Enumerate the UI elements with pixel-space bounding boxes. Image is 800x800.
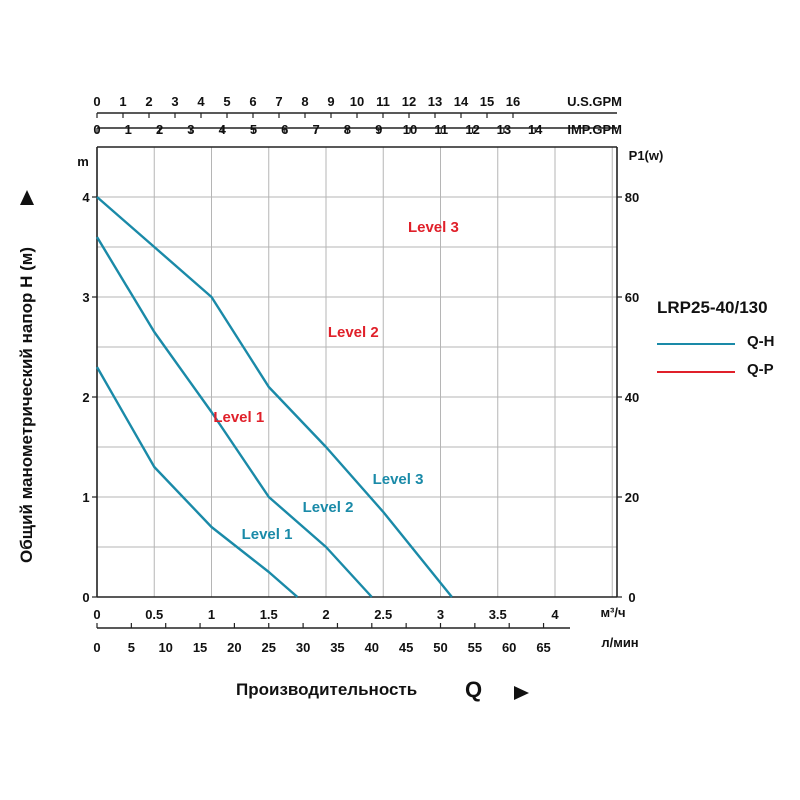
- x-lmin-tick-label: 50: [433, 640, 447, 655]
- us-gpm-tick-label: 12: [402, 94, 416, 109]
- imp-gpm-tick-label: 12: [465, 122, 479, 137]
- y-left-tick-label: 1: [82, 490, 89, 505]
- x-m3h-tick-label: 1.5: [260, 607, 278, 622]
- y-axis-title: Общий манометрический напор Н (м): [17, 247, 36, 563]
- x-m3h-tick-label: 0: [93, 607, 100, 622]
- x-m3h-tick-label: 3: [437, 607, 444, 622]
- model-name: LRP25-40/130: [657, 298, 768, 317]
- x-m3h-tick-label: 2: [322, 607, 329, 622]
- y-right-tick-label: 60: [625, 290, 639, 305]
- imp-gpm-tick-label: 1: [125, 122, 132, 137]
- imp-gpm-tick-label: 3: [187, 122, 194, 137]
- x-axis-title: Производительность: [236, 680, 418, 699]
- imp-gpm-tick-label: 11: [434, 122, 448, 137]
- imp-gpm-tick-label: 6: [281, 122, 288, 137]
- x-lmin-tick-label: 55: [468, 640, 482, 655]
- y-left-unit-label: m: [77, 154, 89, 169]
- legend-item-q-p: Q-P: [657, 361, 777, 381]
- legend-label-q-h: Q-H: [747, 333, 775, 350]
- grid-lines: [97, 146, 617, 597]
- us-gpm-tick-label: 16: [506, 94, 520, 109]
- y-left-tick-label: 4: [82, 190, 90, 205]
- imp-gpm-tick-label: 9: [375, 122, 382, 137]
- imp-gpm-unit-label: IMP.GPM: [567, 122, 622, 137]
- x-lmin-tick-label: 65: [536, 640, 550, 655]
- us-gpm-tick-label: 11: [376, 94, 390, 109]
- x-m3h-tick-label: 3.5: [489, 607, 507, 622]
- x-lmin-tick-label: 20: [227, 640, 241, 655]
- x-lmin-tick-label: 5: [128, 640, 135, 655]
- legend-swatch-q-h: [657, 343, 735, 345]
- x-lmin-tick-label: 30: [296, 640, 310, 655]
- us-gpm-tick-label: 9: [327, 94, 334, 109]
- qh-label-3: Level 3: [373, 471, 424, 488]
- x-lmin-tick-label: 45: [399, 640, 413, 655]
- us-gpm-tick-label: 10: [350, 94, 364, 109]
- qh-curve-1: [95, 366, 299, 598]
- imp-gpm-tick-label: 14: [528, 122, 543, 137]
- legend-label-q-p: Q-P: [747, 361, 774, 378]
- x-lmin-tick-label: 0: [93, 640, 100, 655]
- y-right-tick-label: 0: [628, 590, 635, 605]
- imp-gpm-tick-label: 7: [312, 122, 319, 137]
- us-gpm-tick-label: 4: [197, 94, 205, 109]
- us-gpm-tick-label: 14: [454, 94, 469, 109]
- x-lmin-tick-label: 35: [330, 640, 344, 655]
- curve-labels: Level 1 Level 2 Level 3 Level 1 Level 2 Level…: [213, 219, 459, 543]
- imp-gpm-tick-label: 4: [219, 122, 227, 137]
- imp-gpm-tick-label: 13: [497, 122, 511, 137]
- x-lmin-tick-label: 25: [262, 640, 276, 655]
- x-axis-symbol: Q: [465, 677, 483, 702]
- qp-label-1: Level 1: [213, 409, 264, 426]
- us-gpm-tick-label: 8: [301, 94, 308, 109]
- us-gpm-tick-label: 6: [249, 94, 256, 109]
- us-gpm-tick-label: 0: [93, 94, 100, 109]
- legend-swatch-q-p: [657, 371, 735, 373]
- x-lmin-tick-label: 15: [193, 640, 207, 655]
- x-m3h-tick-label: 1: [208, 607, 215, 622]
- y-right-tick-label: 20: [625, 490, 639, 505]
- imp-gpm-tick-label: 0: [93, 122, 100, 137]
- qp-label-3: Level 3: [408, 219, 459, 236]
- arrow-right-icon: [514, 686, 529, 700]
- series-curves: [95, 196, 453, 598]
- qp-label-2: Level 2: [328, 324, 379, 341]
- x-lmin-unit-label: л/мин: [601, 635, 638, 650]
- qh-curve-3: [96, 196, 453, 598]
- us-gpm-tick-label: 7: [275, 94, 282, 109]
- imp-gpm-tick-label: 5: [250, 122, 257, 137]
- qh-curve-2: [95, 236, 373, 598]
- x-m3h-tick-label: 4: [551, 607, 559, 622]
- y-left-tick-label: 3: [82, 290, 89, 305]
- imp-gpm-tick-label: 8: [344, 122, 351, 137]
- us-gpm-tick-label: 3: [171, 94, 178, 109]
- x-m3h-tick-label: 0.5: [145, 607, 163, 622]
- legend-item-q-h: Q-H: [657, 333, 777, 353]
- imp-gpm-tick-label: 2: [156, 122, 163, 137]
- x-m3h-unit-label: м³/ч: [600, 605, 625, 620]
- us-gpm-tick-label: 1: [119, 94, 126, 109]
- us-gpm-tick-label: 2: [145, 94, 152, 109]
- y-right-tick-label: 80: [625, 190, 639, 205]
- x-lmin-tick-label: 60: [502, 640, 516, 655]
- us-gpm-unit-label: U.S.GPM: [567, 94, 622, 109]
- y-right-tick-label: 40: [625, 390, 639, 405]
- us-gpm-tick-label: 13: [428, 94, 442, 109]
- axes: [92, 112, 622, 629]
- y-left-tick-label: 0: [82, 590, 89, 605]
- x-m3h-tick-label: 2.5: [374, 607, 392, 622]
- us-gpm-tick-label: 5: [223, 94, 230, 109]
- x-lmin-tick-label: 10: [158, 640, 172, 655]
- arrow-up-icon: [20, 190, 34, 205]
- imp-gpm-tick-label: 10: [403, 122, 417, 137]
- x-lmin-tick-label: 40: [365, 640, 379, 655]
- qh-label-2: Level 2: [303, 499, 354, 516]
- y-right-unit-label: P1(w): [629, 148, 664, 163]
- y-left-tick-label: 2: [82, 390, 89, 405]
- us-gpm-tick-label: 15: [480, 94, 494, 109]
- qh-label-1: Level 1: [242, 526, 293, 543]
